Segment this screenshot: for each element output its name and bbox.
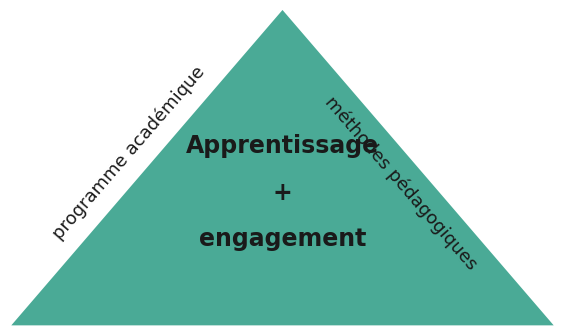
Text: +: + [273, 181, 292, 205]
Text: Apprentissage: Apprentissage [186, 134, 379, 158]
Polygon shape [11, 10, 554, 325]
Text: méthodes pédagogiques: méthodes pédagogiques [320, 93, 480, 273]
Text: engagement: engagement [199, 227, 366, 251]
Text: programme académique: programme académique [50, 62, 209, 243]
